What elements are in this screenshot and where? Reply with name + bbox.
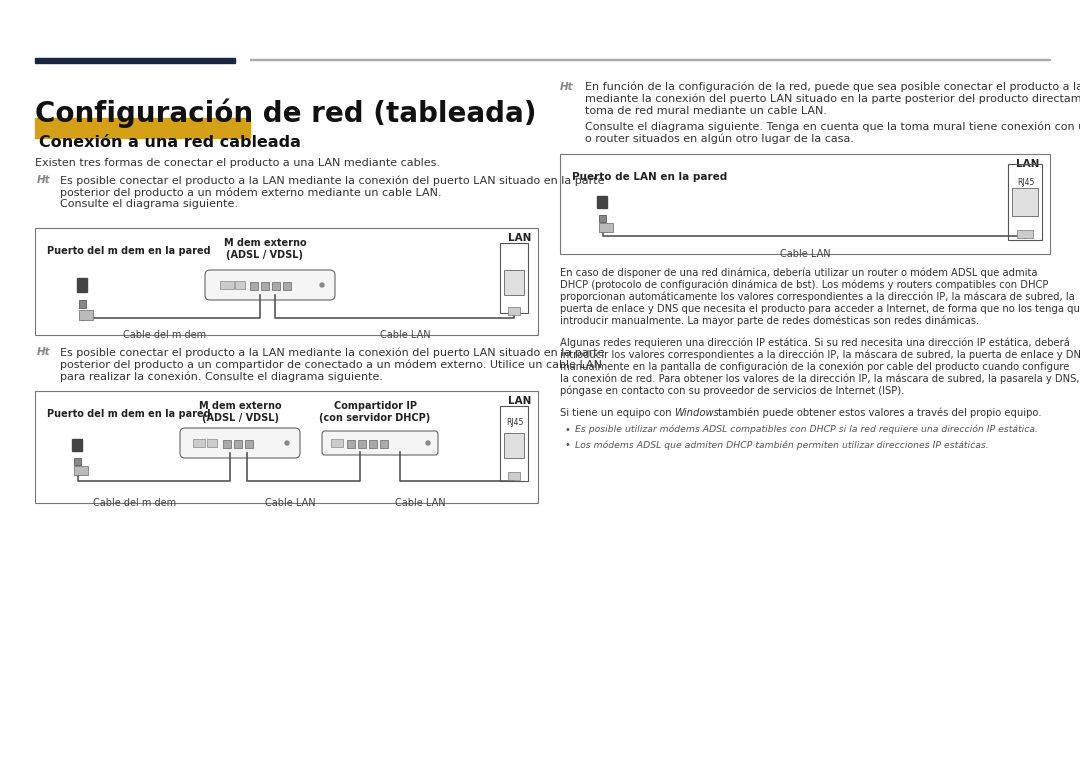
Text: Existen tres formas de conectar el producto a una LAN mediante cables.: Existen tres formas de conectar el produ…: [35, 158, 440, 168]
Bar: [500, 243, 528, 313]
Text: toma de red mural mediante un cable LAN.: toma de red mural mediante un cable LAN.: [585, 106, 827, 116]
Text: Configuración de red (tableada): Configuración de red (tableada): [35, 98, 537, 127]
Circle shape: [426, 441, 430, 445]
Bar: [222, 440, 231, 448]
Text: M dem externo
(ADSL / VDSL): M dem externo (ADSL / VDSL): [199, 401, 281, 423]
Bar: [35, 228, 538, 335]
Text: Si tiene un equipo con: Si tiene un equipo con: [561, 408, 675, 418]
Bar: [235, 281, 245, 289]
Bar: [347, 440, 355, 448]
Text: también puede obtener estos valores a través del propio equipo.: también puede obtener estos valores a tr…: [715, 408, 1041, 418]
Bar: [357, 440, 366, 448]
Text: Es posible conectar el producto a la LAN mediante la conexión del puerto LAN sit: Es posible conectar el producto a la LAN…: [60, 175, 605, 185]
Text: posterior del producto a un módem externo mediante un cable LAN.: posterior del producto a un módem extern…: [60, 187, 442, 198]
Bar: [245, 440, 253, 448]
FancyBboxPatch shape: [205, 270, 335, 300]
Bar: [35, 118, 249, 138]
Text: introducir manualmente. La mayor parte de redes domésticas son redes dinámicas.: introducir manualmente. La mayor parte d…: [561, 316, 980, 327]
Bar: [272, 282, 280, 290]
Bar: [1012, 188, 1038, 216]
Bar: [261, 282, 269, 290]
Text: Cable del m dem: Cable del m dem: [123, 330, 206, 340]
Bar: [508, 307, 519, 315]
Text: póngase en contacto con su proveedor de servicios de Internet (ISP).: póngase en contacto con su proveedor de …: [561, 386, 904, 397]
Text: Puerto de LAN en la pared: Puerto de LAN en la pared: [572, 172, 727, 182]
Bar: [75, 458, 81, 465]
Bar: [72, 439, 82, 451]
Bar: [504, 270, 524, 295]
Bar: [380, 440, 388, 448]
Bar: [35, 58, 235, 63]
Text: DHCP (protocolo de configuración dinámica de bst). Los módems y routers compatib: DHCP (protocolo de configuración dinámic…: [561, 280, 1049, 291]
Bar: [79, 300, 86, 308]
Text: posterior del producto a un compartidor de conectado a un módem externo. Utilice: posterior del producto a un compartidor …: [60, 359, 602, 369]
Text: Cable LAN: Cable LAN: [380, 330, 430, 340]
Text: Es posible utilizar módems ADSL compatibles con DHCP si la red requiere una dire: Es posible utilizar módems ADSL compatib…: [575, 425, 1038, 434]
Text: Compartidor IP
(con servidor DHCP): Compartidor IP (con servidor DHCP): [320, 401, 431, 423]
Text: LAN: LAN: [1016, 159, 1040, 169]
Bar: [220, 281, 234, 289]
Text: proporcionan automáticamente los valores correspondientes a la dirección IP, la : proporcionan automáticamente los valores…: [561, 292, 1075, 302]
Bar: [193, 439, 205, 447]
Text: la conexión de red. Para obtener los valores de la dirección IP, la máscara de s: la conexión de red. Para obtener los val…: [561, 374, 1080, 385]
Bar: [599, 215, 606, 222]
Text: Consulte el diagrama siguiente. Tenga en cuenta que la toma mural tiene conexión: Consulte el diagrama siguiente. Tenga en…: [585, 121, 1080, 131]
Text: mediante la conexión del puerto LAN situado en la parte posterior del producto d: mediante la conexión del puerto LAN situ…: [585, 94, 1080, 105]
Bar: [35, 391, 538, 503]
Bar: [1017, 230, 1032, 238]
Text: En función de la configuración de la red, puede que sea posible conectar el prod: En función de la configuración de la red…: [585, 82, 1080, 92]
Text: Windows: Windows: [674, 408, 719, 418]
Text: Es posible conectar el producto a la LAN mediante la conexión del puerto LAN sit: Es posible conectar el producto a la LAN…: [60, 347, 605, 358]
Text: o router situados en algún otro lugar de la casa.: o router situados en algún otro lugar de…: [585, 133, 854, 143]
Bar: [597, 196, 607, 208]
Bar: [599, 223, 613, 232]
Text: Ht: Ht: [37, 175, 51, 185]
Bar: [283, 282, 291, 290]
Text: para realizar la conexión. Consulte el diagrama siguiente.: para realizar la conexión. Consulte el d…: [60, 371, 383, 382]
Bar: [79, 310, 93, 320]
Text: Cable LAN: Cable LAN: [780, 249, 831, 259]
Text: Cable del m dem: Cable del m dem: [94, 498, 176, 508]
Text: •: •: [565, 425, 571, 435]
Bar: [330, 439, 343, 447]
Text: En caso de disponer de una red dinámica, debería utilizar un router o módem ADSL: En caso de disponer de una red dinámica,…: [561, 268, 1038, 278]
Bar: [500, 406, 528, 481]
Bar: [249, 59, 1050, 60]
Bar: [369, 440, 377, 448]
Text: manualmente en la pantalla de configuración de la conexión por cable del product: manualmente en la pantalla de configurac…: [561, 362, 1069, 372]
Text: Ht: Ht: [561, 82, 573, 92]
Bar: [234, 440, 242, 448]
Text: Cable LAN: Cable LAN: [394, 498, 445, 508]
Text: Conexión a una red cableada: Conexión a una red cableada: [39, 135, 301, 150]
Bar: [504, 433, 524, 458]
Text: LAN: LAN: [509, 233, 531, 243]
Text: M dem externo
(ADSL / VDSL): M dem externo (ADSL / VDSL): [224, 238, 307, 259]
FancyBboxPatch shape: [322, 431, 438, 455]
Bar: [249, 282, 258, 290]
Text: LAN: LAN: [509, 396, 531, 406]
Bar: [561, 154, 1050, 254]
Circle shape: [285, 441, 289, 445]
Circle shape: [320, 283, 324, 287]
Text: Cable LAN: Cable LAN: [265, 498, 315, 508]
Bar: [207, 439, 217, 447]
Text: Puerto del m dem en la pared: Puerto del m dem en la pared: [48, 246, 211, 256]
Text: Puerto del m dem en la pared: Puerto del m dem en la pared: [48, 409, 211, 419]
Text: Algunas redes requieren una dirección IP estática. Si su red necesita una direcc: Algunas redes requieren una dirección IP…: [561, 338, 1070, 349]
Text: •: •: [565, 440, 571, 450]
FancyBboxPatch shape: [180, 428, 300, 458]
Text: RJ45: RJ45: [1017, 178, 1035, 187]
Text: RJ45: RJ45: [507, 418, 524, 427]
Text: Consulte el diagrama siguiente.: Consulte el diagrama siguiente.: [60, 199, 238, 209]
Bar: [75, 466, 87, 475]
Text: puerta de enlace y DNS que necesita el producto para acceder a Internet, de form: puerta de enlace y DNS que necesita el p…: [561, 304, 1080, 314]
Text: Ht: Ht: [37, 347, 51, 357]
Bar: [1008, 164, 1042, 240]
Text: introducir los valores correspondientes a la dirección IP, la máscara de subred,: introducir los valores correspondientes …: [561, 350, 1080, 360]
Bar: [508, 472, 519, 480]
Text: Los módems ADSL que admiten DHCP también permiten utilizar direcciones IP estáti: Los módems ADSL que admiten DHCP también…: [575, 440, 989, 449]
Bar: [77, 278, 87, 292]
